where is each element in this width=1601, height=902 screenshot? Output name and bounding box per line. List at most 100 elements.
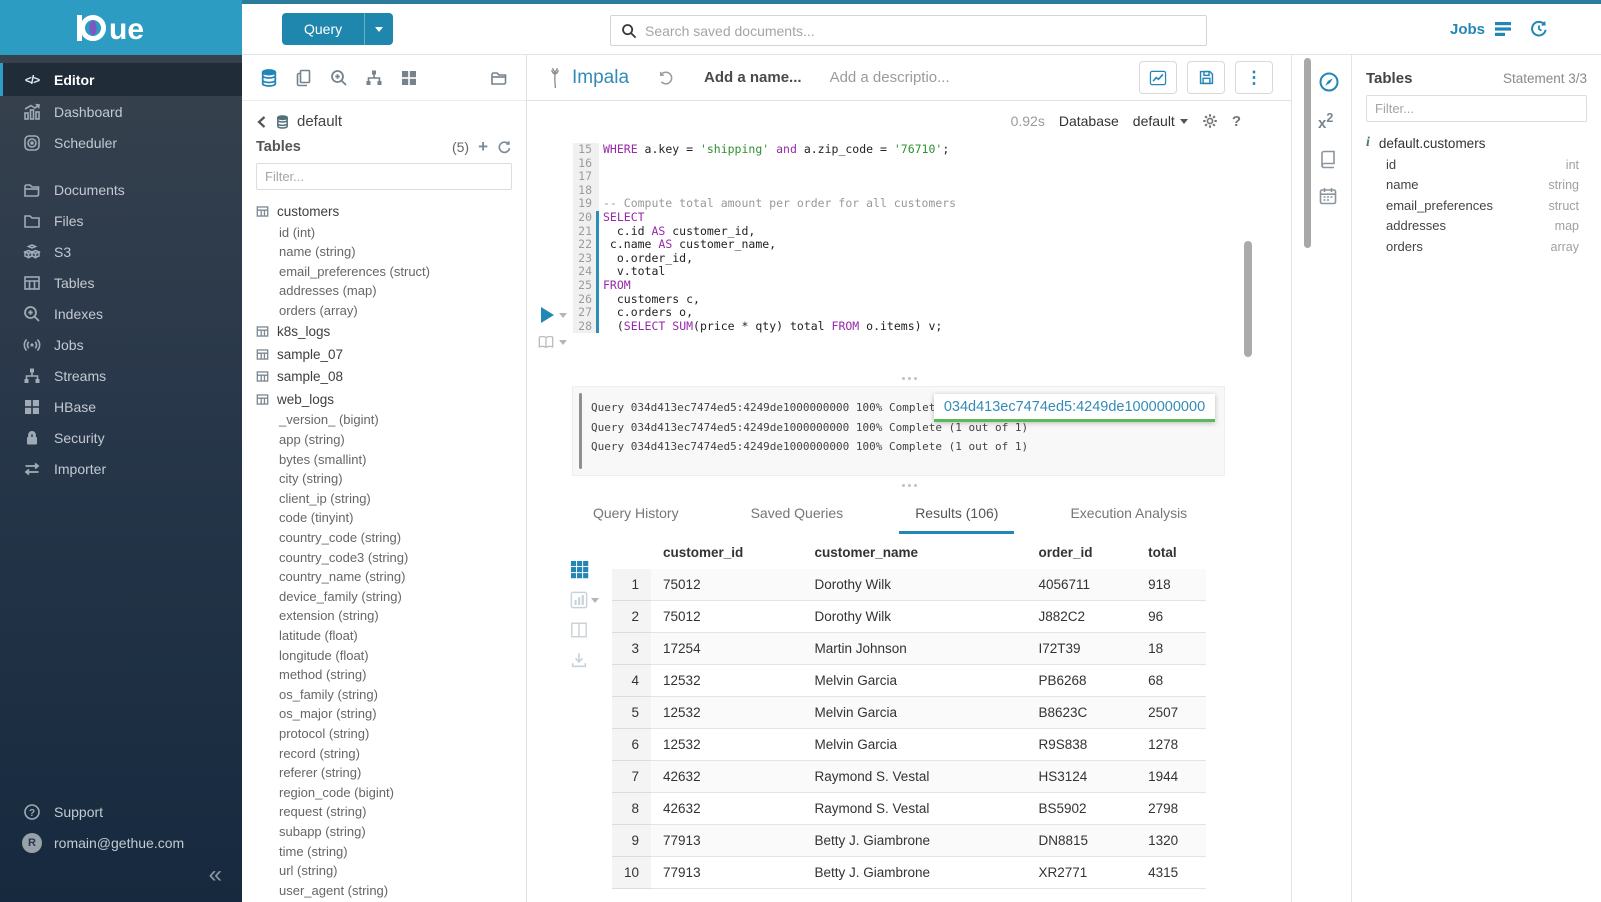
assist-documents-icon[interactable]	[294, 68, 314, 88]
undo-icon[interactable]	[657, 69, 674, 86]
assist-column-item[interactable]: os_family (string)	[279, 686, 378, 702]
assist-databases-icon[interactable]	[259, 68, 279, 88]
assist-column-item[interactable]: _version_ (bigint)	[279, 412, 379, 428]
assist-filter-input[interactable]	[256, 163, 512, 190]
assist-search-icon[interactable]	[329, 68, 349, 88]
column-row[interactable]: id int	[1352, 155, 1601, 175]
right-panel-filter-input[interactable]	[1366, 95, 1587, 122]
assist-column-item[interactable]: addresses (map)	[279, 283, 377, 299]
assist-column-item[interactable]: time (string)	[279, 843, 348, 859]
assist-column-item[interactable]: email_preferences (struct)	[279, 263, 430, 279]
chart-view-icon[interactable]	[570, 591, 612, 609]
assist-git-icon[interactable]	[364, 68, 384, 88]
code-line[interactable]: FROM	[603, 277, 631, 292]
schedule-icon[interactable]	[1318, 186, 1351, 206]
assist-table-item[interactable]: web_logs	[256, 388, 526, 411]
database-name[interactable]: default	[297, 113, 343, 130]
assist-column-item[interactable]: longitude (float)	[279, 647, 369, 663]
sidebar-item-editor[interactable]: </> Editor	[0, 63, 242, 96]
assist-column-item[interactable]: id (int)	[279, 224, 316, 240]
assist-column-item[interactable]: code (tinyint)	[279, 510, 354, 526]
sidebar-item-hbase[interactable]: HBase	[0, 391, 242, 422]
assist-column-item[interactable]: client_ip (string)	[279, 490, 371, 506]
editor-assistant-icon[interactable]	[1318, 71, 1351, 93]
assist-column-item[interactable]: referer (string)	[279, 765, 362, 781]
columns-view-icon[interactable]	[570, 621, 612, 639]
assist-column-item[interactable]: protocol (string)	[279, 725, 370, 741]
assist-column-item[interactable]: request (string)	[279, 804, 367, 820]
assist-column-item[interactable]: user_agent (string)	[279, 882, 389, 898]
active-table[interactable]: i default.customers	[1366, 135, 1486, 151]
jobs-link[interactable]: Jobs	[1450, 20, 1513, 38]
query-id-badge[interactable]: 034d413ec7474ed5:4249de1000000000	[934, 394, 1215, 422]
code-line[interactable]	[603, 170, 956, 184]
assist-column-item[interactable]: record (string)	[279, 745, 360, 761]
assist-column-item[interactable]: os_major (string)	[279, 706, 377, 722]
sidebar-item-support[interactable]: ? Support	[0, 796, 242, 827]
assist-column-item[interactable]: latitude (float)	[279, 628, 358, 643]
sidebar-item-security[interactable]: Security	[0, 422, 242, 453]
sidebar-item-importer[interactable]: Importer	[0, 453, 242, 484]
code-line[interactable]: (SELECT SUM(price * qty) total FROM o.it…	[603, 318, 943, 333]
assist-column-item[interactable]: extension (string)	[279, 608, 379, 624]
search-input[interactable]	[645, 22, 1196, 39]
new-query-button[interactable]: Query	[282, 13, 394, 45]
code-line[interactable]: customers c,	[603, 291, 700, 306]
settings-gear-icon[interactable]	[1202, 113, 1218, 129]
column-header[interactable]: customer_id	[663, 545, 744, 560]
tab-results[interactable]: Results (106)	[899, 495, 1015, 534]
info-icon[interactable]: i	[1366, 135, 1370, 150]
assist-apps-icon[interactable]	[399, 68, 419, 88]
grid-view-icon[interactable]	[570, 560, 612, 579]
column-row[interactable]: name string	[1352, 175, 1601, 195]
assist-table-item[interactable]: k8s_logs	[256, 320, 526, 343]
assist-column-item[interactable]: orders (array)	[279, 302, 358, 318]
presentation-mode-icon[interactable]	[537, 334, 555, 350]
statement-indicator[interactable]: Statement 3/3	[1502, 71, 1587, 86]
assist-collections-icon[interactable]	[489, 68, 509, 88]
add-table-icon[interactable]: +	[478, 137, 488, 156]
assist-column-item[interactable]: country_code3 (string)	[279, 549, 409, 565]
resize-handle[interactable]	[527, 373, 1291, 383]
code-line[interactable]: o.order_id,	[603, 250, 694, 265]
assist-column-item[interactable]: app (string)	[279, 432, 345, 448]
engine-selector[interactable]: Impala	[547, 67, 629, 89]
assist-column-item[interactable]: country_name (string)	[279, 569, 406, 585]
column-header[interactable]: order_id	[1038, 545, 1093, 560]
assist-column-item[interactable]: device_family (string)	[279, 588, 402, 604]
sidebar-item-documents[interactable]: Documents	[0, 174, 242, 205]
sidebar-item-files[interactable]: Files	[0, 205, 242, 236]
tab-execution-analysis[interactable]: Execution Analysis	[1070, 505, 1188, 521]
assist-column-item[interactable]: url (string)	[279, 863, 338, 879]
execute-button[interactable]	[541, 307, 554, 323]
code-line[interactable]: c.id AS customer_id,	[603, 223, 756, 238]
help-icon[interactable]: ?	[1231, 112, 1241, 130]
hue-logo[interactable]: ue	[0, 0, 242, 55]
chart-options-caret[interactable]	[591, 597, 599, 603]
assist-column-item[interactable]: subapp (string)	[279, 823, 366, 839]
query-history-icon[interactable]	[1529, 19, 1549, 39]
language-reference-icon[interactable]	[1318, 149, 1351, 169]
tab-saved-queries[interactable]: Saved Queries	[750, 505, 844, 521]
code-line[interactable]: -- Compute total amount per order for al…	[603, 196, 957, 211]
column-header[interactable]: total	[1148, 545, 1177, 560]
save-button[interactable]	[1187, 61, 1225, 94]
sql-editor[interactable]: 15 16 17 18 19 20 21 22 23 24 25 26 27 28 WHERE a.key…	[527, 141, 1291, 373]
column-row[interactable]: addresses map	[1352, 216, 1601, 236]
column-header[interactable]: customer_name	[814, 545, 919, 560]
assist-column-item[interactable]: city (string)	[279, 471, 343, 487]
code-line[interactable]: c.orders o,	[603, 305, 694, 320]
sidebar-item-s3[interactable]: S3	[0, 236, 242, 267]
main-scrollbar[interactable]	[1304, 58, 1311, 248]
assist-column-item[interactable]: method (string)	[279, 667, 367, 683]
query-dropdown-caret[interactable]	[365, 24, 393, 35]
sidebar-item-indexes[interactable]: Indexes	[0, 298, 242, 329]
assist-column-item[interactable]: country_code (string)	[279, 530, 402, 546]
sidebar-item-streams[interactable]: Streams	[0, 360, 242, 391]
editor-scrollbar[interactable]	[1244, 241, 1252, 357]
sidebar-item-jobs[interactable]: Jobs	[0, 329, 242, 360]
sidebar-item-user[interactable]: R romain@gethue.com	[0, 827, 242, 858]
chart-button[interactable]	[1139, 61, 1177, 94]
code-line[interactable]	[603, 157, 956, 171]
tab-query-history[interactable]: Query History	[593, 505, 679, 521]
